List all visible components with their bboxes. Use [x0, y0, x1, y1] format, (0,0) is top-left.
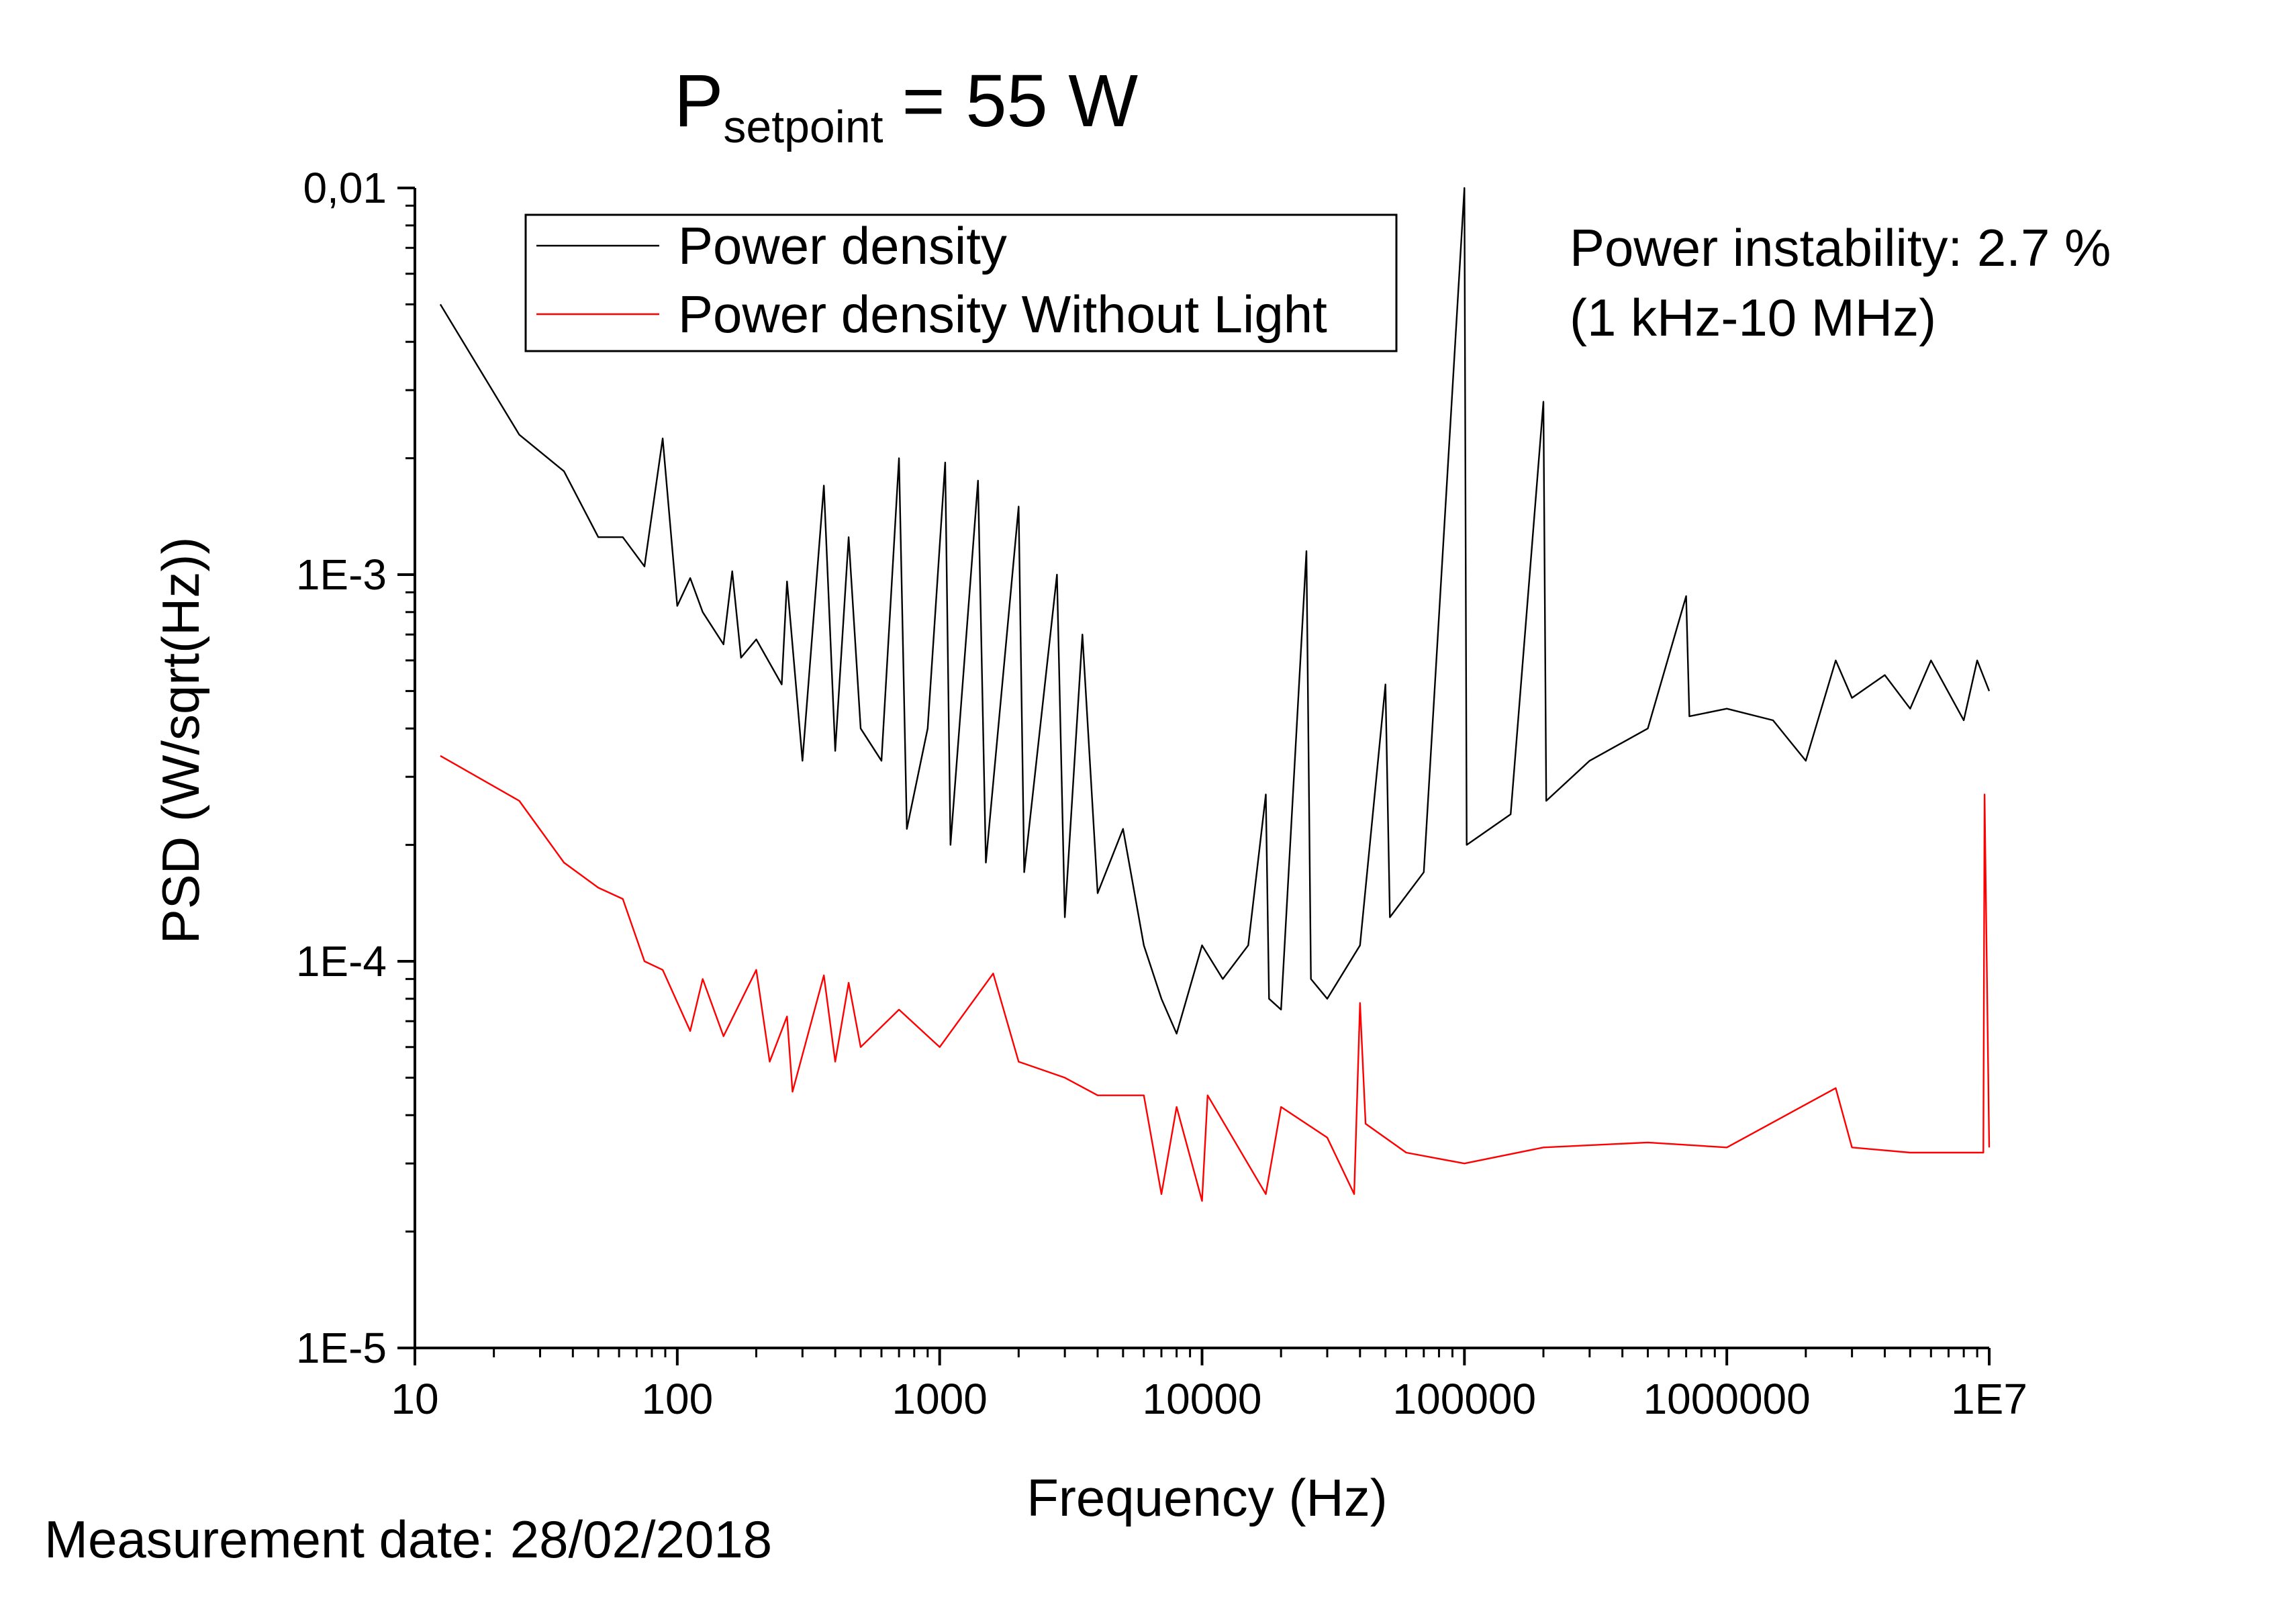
legend-box [524, 213, 1398, 352]
legend-label: Power density [678, 216, 1007, 275]
series-line [439, 187, 1991, 1034]
y-tick-label: 1E-5 [296, 1324, 387, 1372]
legend-label: Power density Without Light [678, 285, 1327, 344]
x-tick-label: 1000000 [1643, 1375, 1811, 1423]
chart-title: Psetpoint = 55 W [674, 60, 1138, 152]
x-axis-title: Frequency (Hz) [1026, 1468, 1387, 1527]
x-tick-label: 100 [641, 1375, 713, 1423]
title-suffix: = 55 W [902, 60, 1139, 142]
x-tick-label: 10 [391, 1375, 438, 1423]
y-axis-title: PSD (W/sqrt(Hz)) [151, 537, 210, 945]
annotation: Power instability: 2.7 % [1570, 218, 2111, 277]
title-subscript: setpoint [723, 101, 883, 152]
x-tick-label: 1E7 [1951, 1375, 2027, 1423]
y-tick-label: 0,01 [303, 164, 387, 212]
annotation: (1 kHz-10 MHz) [1570, 288, 1936, 347]
y-tick-label: 1E-3 [296, 550, 387, 599]
title-main: P [674, 60, 723, 142]
series-line [440, 755, 1991, 1202]
y-tick-label: 1E-4 [296, 937, 387, 985]
x-tick-label: 1000 [892, 1375, 987, 1423]
x-tick-label: 10000 [1143, 1375, 1262, 1423]
x-tick-label: 100000 [1393, 1375, 1537, 1423]
annotation: Measurement date: 28/02/2018 [44, 1510, 772, 1569]
legend: Power density Power density Without Light [524, 213, 1398, 352]
